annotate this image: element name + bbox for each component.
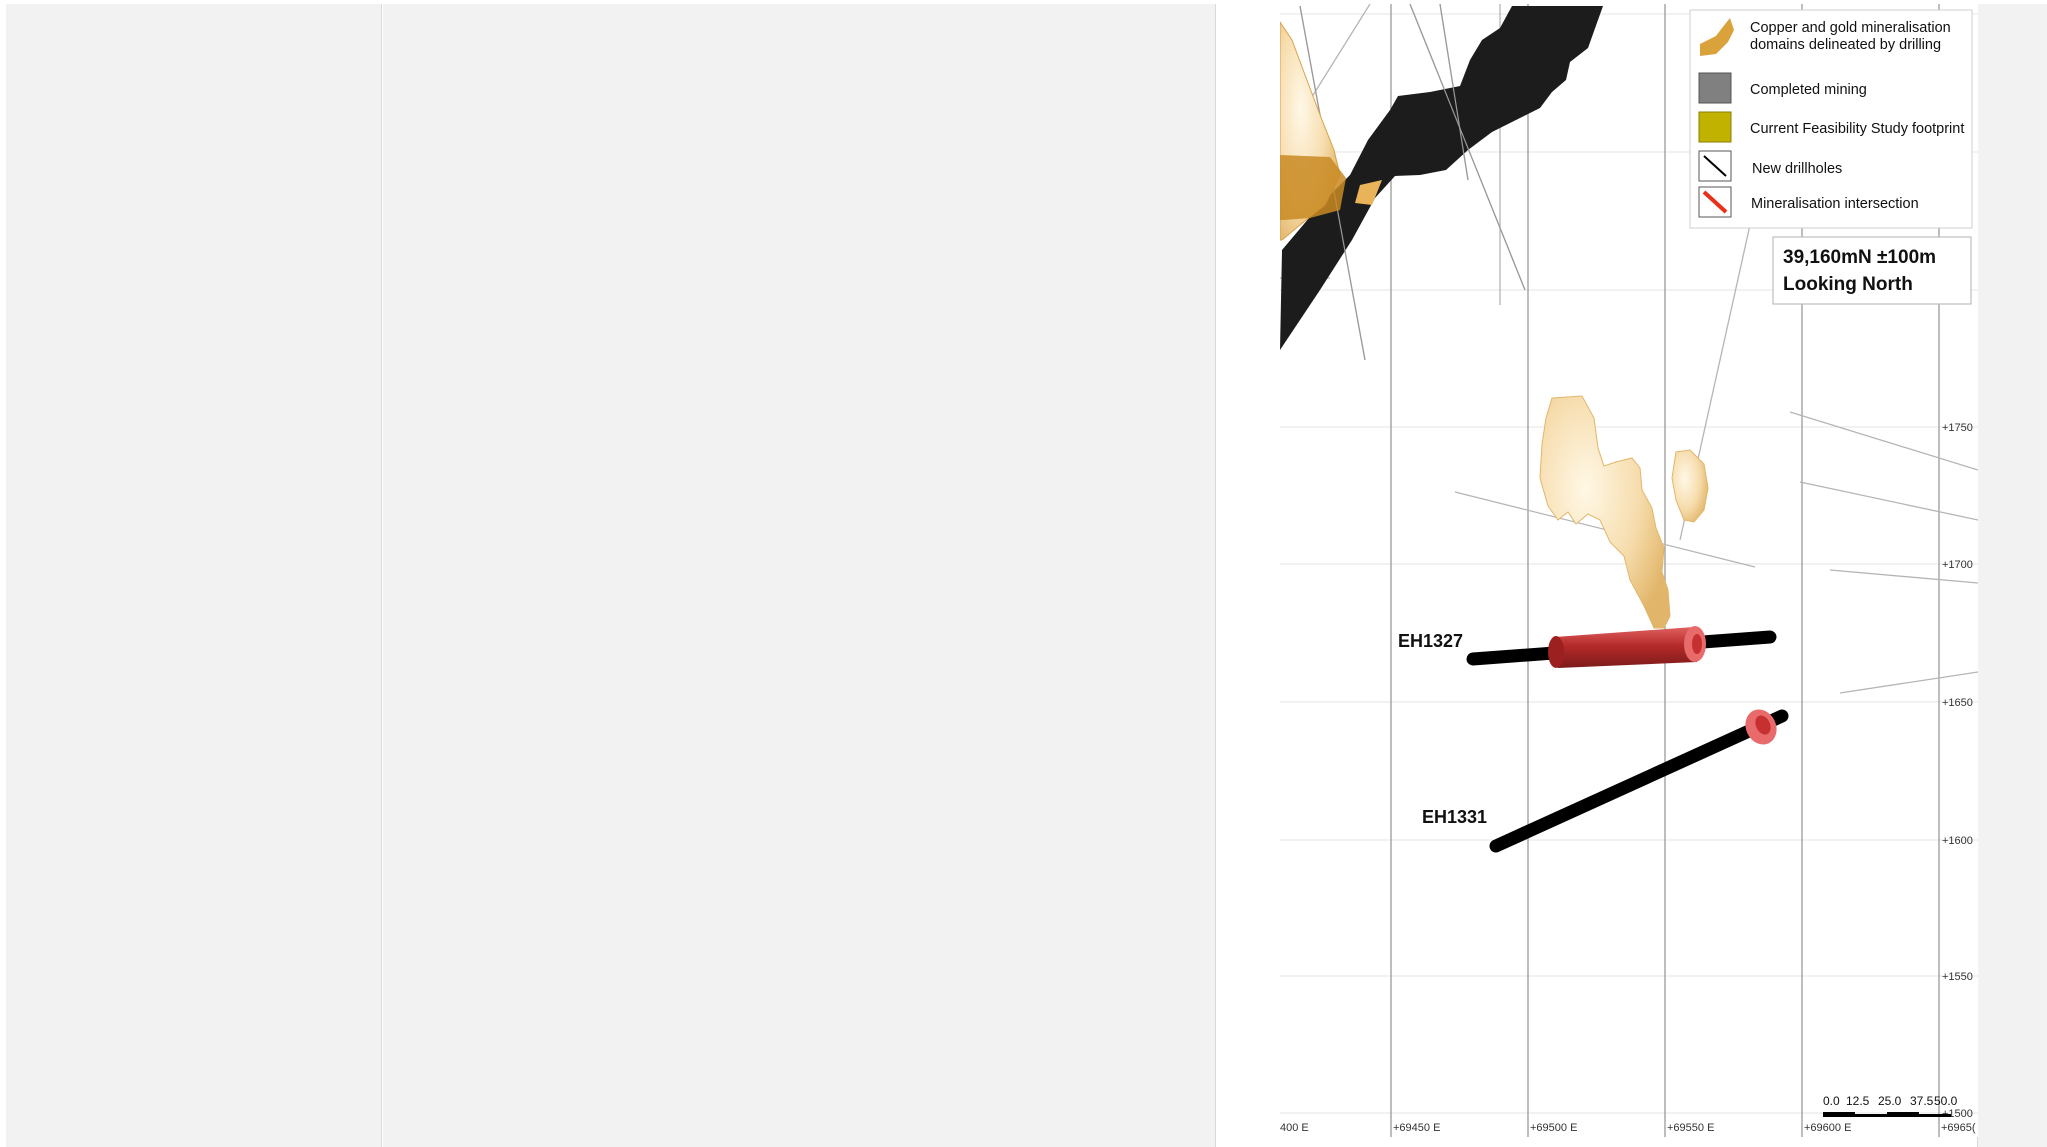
svg-text:Completed mining: Completed mining [1750, 82, 1867, 98]
mineralisation-domain-icon [1700, 18, 1734, 56]
legend-item-completed-mining: Completed mining [1698, 72, 1867, 104]
new-drillhole-line-icon [1703, 155, 1727, 177]
mineralisation-fragment [1355, 180, 1382, 205]
svg-text:New drillholes: New drillholes [1752, 161, 1842, 177]
middle-blank-panel [383, 4, 1216, 1147]
svg-text:+69500 E: +69500 E [1530, 1122, 1577, 1134]
drillhole-eh1331 [1489, 709, 1789, 853]
svg-text:0.0: 0.0 [1823, 1094, 1840, 1108]
intersection-line-icon [1702, 190, 1728, 214]
mineralisation-domain-main [1539, 395, 1671, 629]
scale-bar: 0.0 12.5 25.0 37.5 50.0 [1823, 1094, 1958, 1117]
section-title-box: 39,160mN ±100m Looking North [1772, 236, 1972, 305]
svg-text:+1750: +1750 [1942, 422, 1973, 434]
drillhole-label-eh1331: EH1331 [1422, 807, 1487, 827]
svg-text:+1550: +1550 [1942, 971, 1973, 983]
svg-text:+1650: +1650 [1942, 697, 1973, 709]
svg-text:+1700: +1700 [1942, 559, 1973, 571]
svg-text:50.0: 50.0 [1934, 1094, 1958, 1108]
completed-mining-swatch [1698, 72, 1732, 104]
svg-text:Mineralisation intersection: Mineralisation intersection [1751, 196, 1919, 212]
drillhole-eh1327 [1466, 626, 1777, 668]
easting-tick-labels: 400 E +69450 E +69500 E +69550 E +69600 … [1280, 1122, 1976, 1134]
svg-text:37.5: 37.5 [1910, 1094, 1934, 1108]
svg-text:Current Feasibility Study foot: Current Feasibility Study footprint [1750, 121, 1964, 137]
section-title-direction: Looking North [1783, 274, 1913, 295]
svg-text:+6965(: +6965( [1941, 1122, 1976, 1134]
svg-text:400 E: 400 E [1280, 1122, 1309, 1134]
feasibility-footprint-block [1280, 155, 1346, 220]
section-title-northing: 39,160mN ±100m [1783, 247, 1936, 268]
svg-text:25.0: 25.0 [1878, 1094, 1902, 1108]
svg-text:12.5: 12.5 [1846, 1094, 1870, 1108]
svg-text:+69600 E: +69600 E [1804, 1122, 1851, 1134]
legend-item-mineralisation: Copper and gold mineralisation domains d… [1700, 18, 1951, 56]
drillhole-label-eh1327: EH1327 [1398, 631, 1463, 651]
svg-text:Copper and gold mineralisation: Copper and gold mineralisation [1750, 20, 1951, 36]
svg-text:+1600: +1600 [1942, 835, 1973, 847]
legend: Copper and gold mineralisation domains d… [1689, 9, 1973, 229]
svg-text:+69450 E: +69450 E [1393, 1122, 1440, 1134]
legend-item-new-drillholes: New drillholes [1698, 150, 1842, 182]
svg-text:domains delineated by drilling: domains delineated by drilling [1750, 37, 1941, 53]
left-blank-panel [6, 4, 382, 1147]
completed-mining-stope [1280, 6, 1603, 350]
mineralisation-domain-small [1671, 449, 1709, 523]
feasibility-footprint-swatch [1698, 111, 1732, 143]
eh1327-intersection [1555, 627, 1697, 668]
legend-item-intersection: Mineralisation intersection [1698, 186, 1919, 218]
svg-text:+69550 E: +69550 E [1667, 1122, 1714, 1134]
legend-item-feasibility-footprint: Current Feasibility Study footprint [1698, 111, 1964, 143]
